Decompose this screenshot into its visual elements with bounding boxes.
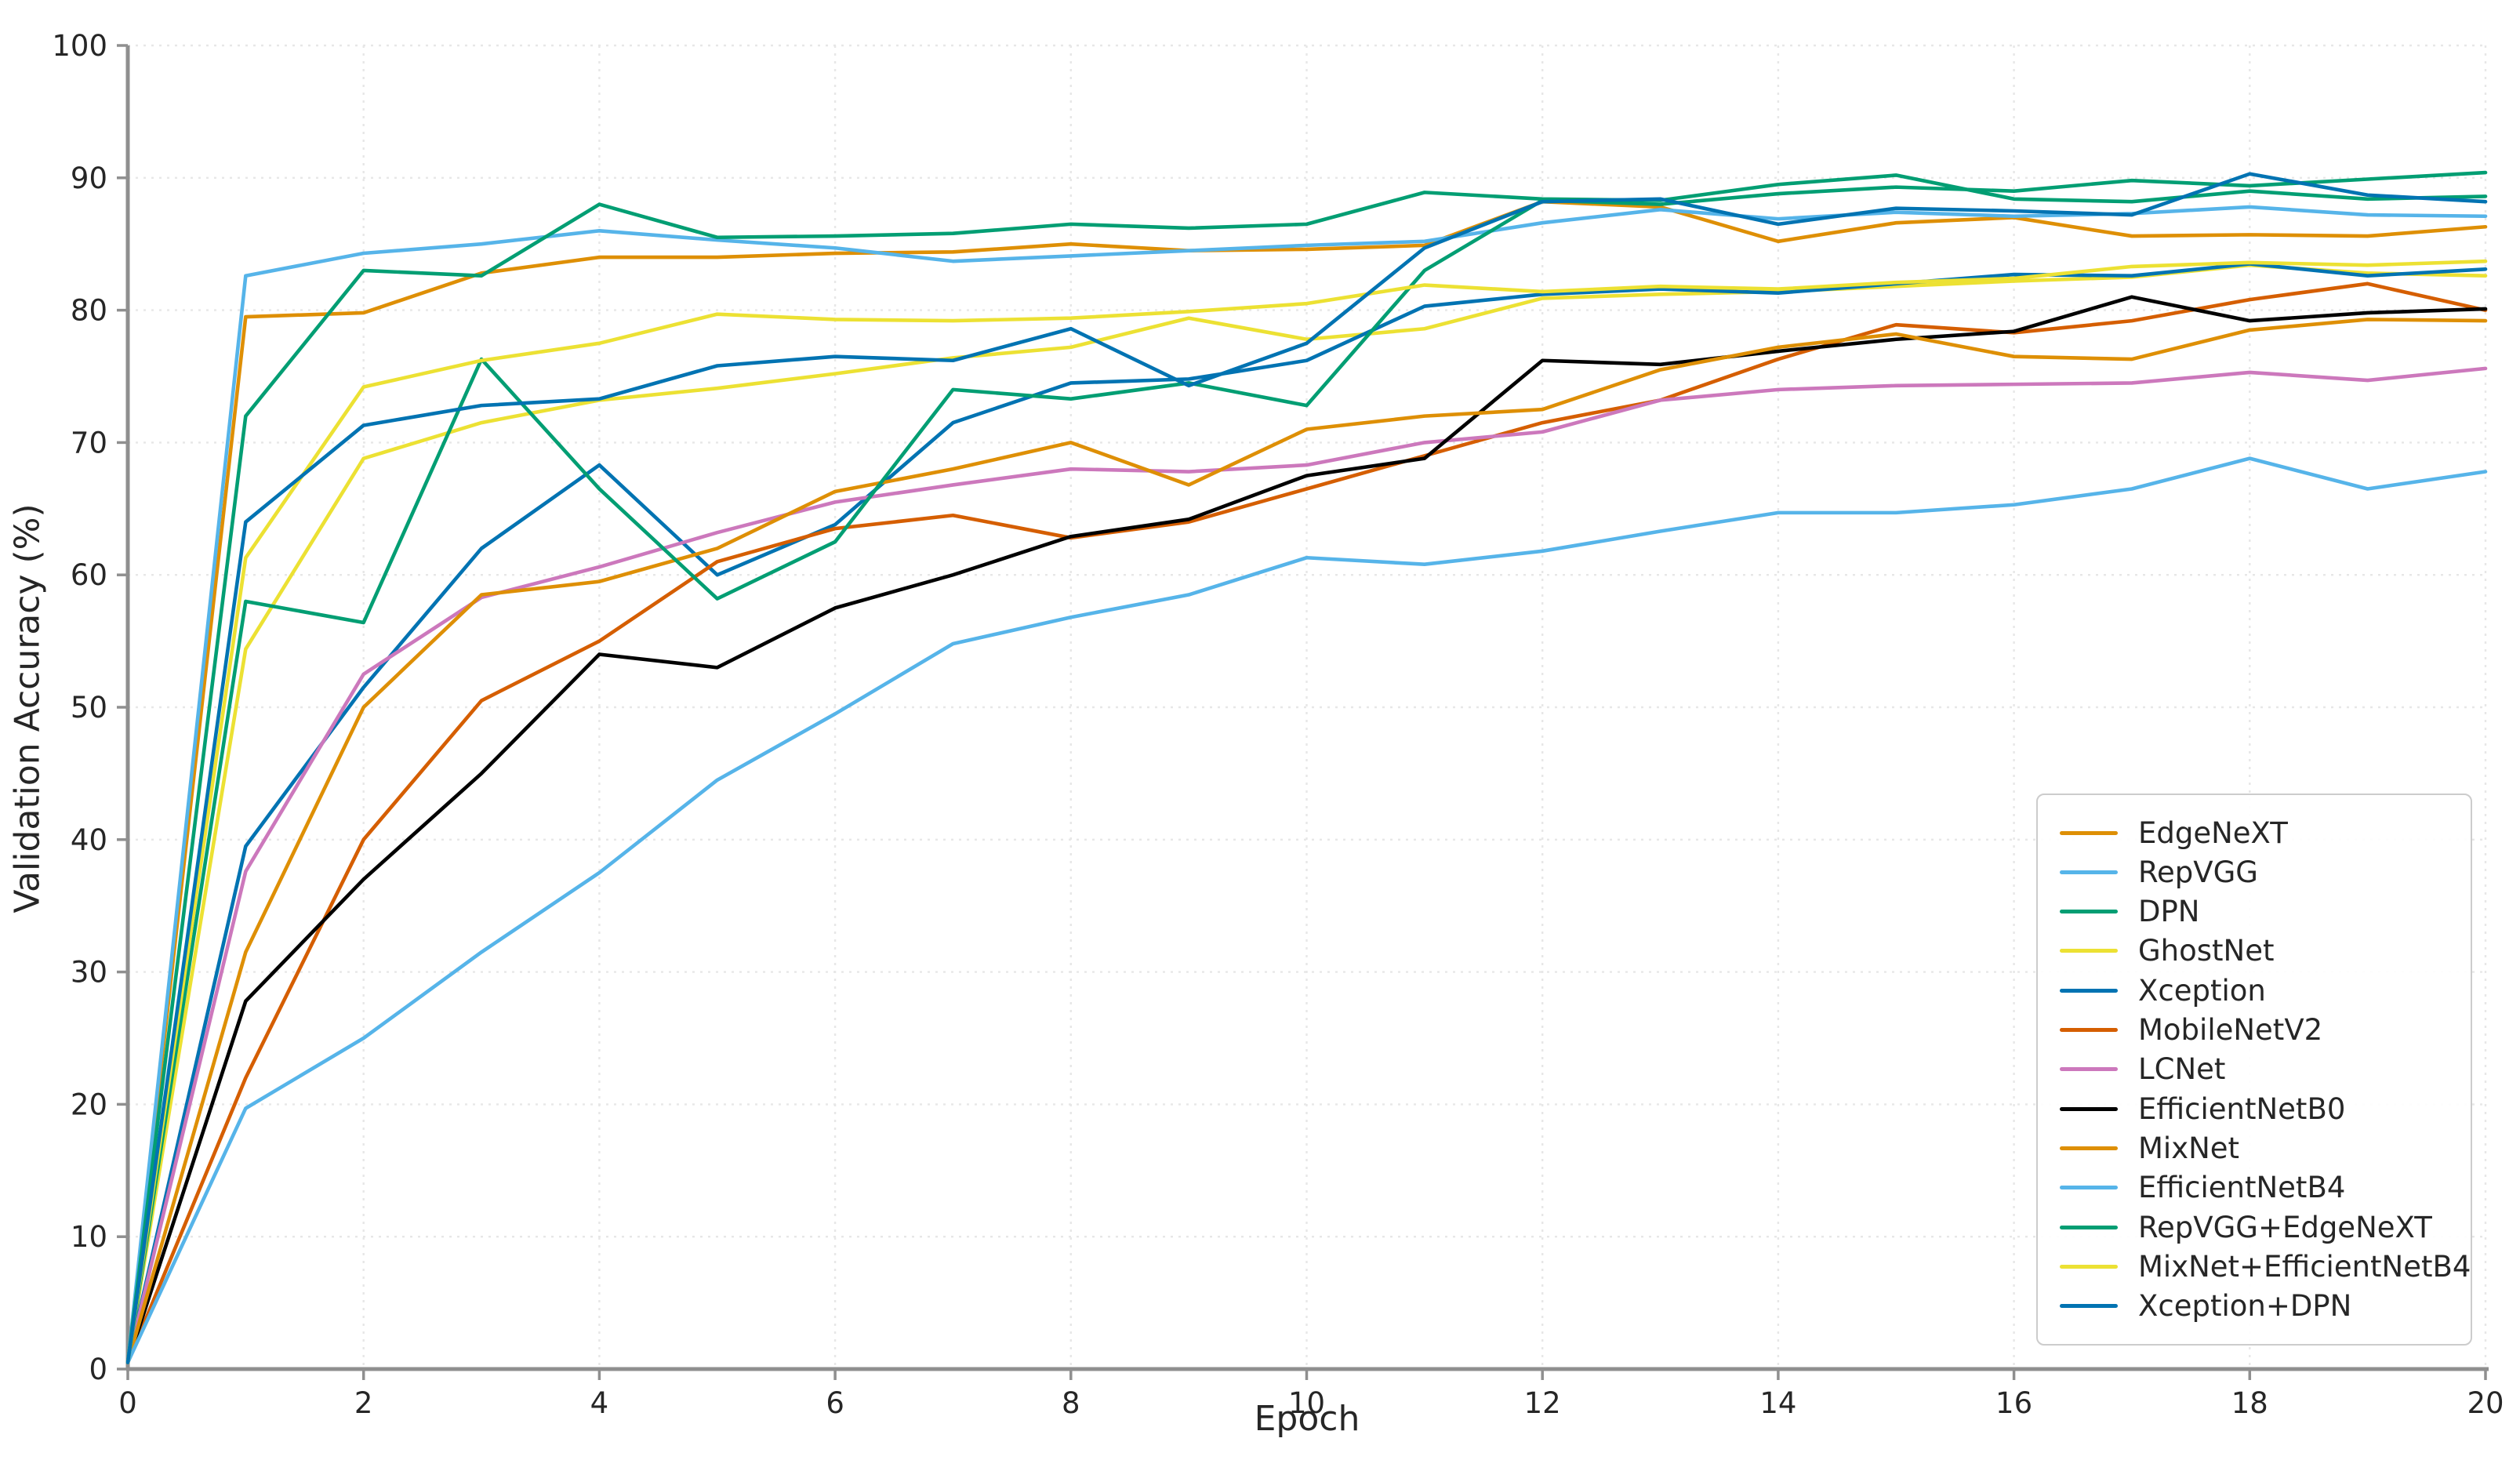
legend-line-swatch bbox=[2060, 830, 2118, 835]
legend-line-swatch bbox=[2060, 1067, 2118, 1072]
x-tick-label: 0 bbox=[118, 1386, 137, 1420]
y-tick-label: 20 bbox=[71, 1088, 107, 1121]
series-line-xception-dpn bbox=[125, 172, 2488, 1364]
legend-label: Xception+DPN bbox=[2138, 1289, 2352, 1324]
x-tick-label: 6 bbox=[826, 1386, 844, 1420]
x-tick-label: 2 bbox=[354, 1386, 373, 1420]
x-tick-label: 8 bbox=[1062, 1386, 1080, 1420]
legend-item: LCNet bbox=[2060, 1051, 2449, 1088]
y-tick-label: 60 bbox=[71, 558, 107, 592]
series-line-mobilenetv2 bbox=[125, 281, 2488, 1364]
legend-line-swatch bbox=[2060, 870, 2118, 874]
legend-label: EfficientNetB0 bbox=[2138, 1091, 2346, 1126]
x-tick-label: 20 bbox=[2467, 1386, 2504, 1420]
legend-line-swatch bbox=[2060, 1028, 2118, 1033]
legend-item: EfficientNetB0 bbox=[2060, 1090, 2449, 1128]
y-tick-label: 90 bbox=[71, 162, 107, 195]
legend-label: LCNet bbox=[2138, 1052, 2226, 1087]
series-line-mixnet bbox=[125, 318, 2488, 1364]
legend-item: EfficientNetB4 bbox=[2060, 1169, 2449, 1207]
legend-item: MixNet+EfficientNetB4 bbox=[2060, 1248, 2471, 1286]
y-tick-label: 70 bbox=[71, 426, 107, 459]
legend-item: Xception+DPN bbox=[2060, 1287, 2449, 1325]
legend-label: EdgeNeXT bbox=[2138, 815, 2288, 850]
series-line-xception bbox=[125, 262, 2488, 1364]
series-line-mixnet-efficientnetb4 bbox=[125, 259, 2488, 1364]
legend-line-swatch bbox=[2060, 949, 2118, 953]
series-line-ghostnet bbox=[125, 263, 2488, 1364]
legend-item: GhostNet bbox=[2060, 932, 2449, 970]
x-tick-label: 4 bbox=[590, 1386, 609, 1420]
series-line-edgenext bbox=[125, 199, 2488, 1364]
legend-line-swatch bbox=[2060, 1186, 2118, 1190]
legend-item: EdgeNeXT bbox=[2060, 814, 2449, 852]
legend-label: Xception bbox=[2138, 973, 2266, 1008]
legend-label: RepVGG bbox=[2138, 855, 2258, 889]
legend-item: MobileNetV2 bbox=[2060, 1011, 2449, 1049]
legend-label: MixNet+EfficientNetB4 bbox=[2138, 1250, 2471, 1284]
legend-label: MobileNetV2 bbox=[2138, 1013, 2323, 1048]
y-tick-label: 0 bbox=[89, 1353, 107, 1386]
legend-line-swatch bbox=[2060, 1265, 2118, 1269]
legend-line-swatch bbox=[2060, 1225, 2118, 1229]
legend-label: GhostNet bbox=[2138, 934, 2275, 968]
x-tick-label: 10 bbox=[1288, 1386, 1325, 1420]
legend-line-swatch bbox=[2060, 1304, 2118, 1309]
y-tick-label: 30 bbox=[71, 956, 107, 990]
legend-label: MixNet bbox=[2138, 1131, 2240, 1166]
legend-line-swatch bbox=[2060, 910, 2118, 914]
x-tick-label: 16 bbox=[1995, 1386, 2032, 1420]
legend-label: EfficientNetB4 bbox=[2138, 1171, 2346, 1205]
y-tick-label: 40 bbox=[71, 823, 107, 857]
y-axis-label: Validation Accuracy (%) bbox=[7, 503, 48, 913]
legend-line-swatch bbox=[2060, 988, 2118, 993]
x-tick-label: 18 bbox=[2231, 1386, 2268, 1420]
legend-line-swatch bbox=[2060, 1106, 2118, 1111]
legend-item: DPN bbox=[2060, 893, 2449, 931]
x-tick-label: 12 bbox=[1524, 1386, 1561, 1420]
y-tick-label: 100 bbox=[52, 29, 107, 63]
series-line-efficientnetb0 bbox=[125, 295, 2488, 1364]
x-axis-label: Epoch bbox=[1254, 1399, 1360, 1439]
series-line-efficientnetb4 bbox=[125, 456, 2488, 1364]
legend: EdgeNeXT RepVGG DPN GhostNet Xception MobileN… bbox=[2036, 794, 2472, 1346]
y-tick-label: 80 bbox=[71, 294, 107, 328]
legend-item: Xception bbox=[2060, 972, 2449, 1009]
legend-item: RepVGG bbox=[2060, 853, 2449, 891]
y-tick-label: 50 bbox=[71, 691, 107, 725]
x-tick-label: 14 bbox=[1759, 1386, 1796, 1420]
series-line-lcnet bbox=[125, 366, 2488, 1364]
legend-item: MixNet bbox=[2060, 1130, 2449, 1168]
legend-label: DPN bbox=[2138, 895, 2200, 929]
legend-label: RepVGG+EdgeNeXT bbox=[2138, 1210, 2432, 1244]
legend-item: RepVGG+EdgeNeXT bbox=[2060, 1208, 2449, 1246]
series-line-dpn bbox=[125, 173, 2488, 1364]
y-tick-label: 10 bbox=[71, 1220, 107, 1254]
legend-line-swatch bbox=[2060, 1146, 2118, 1151]
